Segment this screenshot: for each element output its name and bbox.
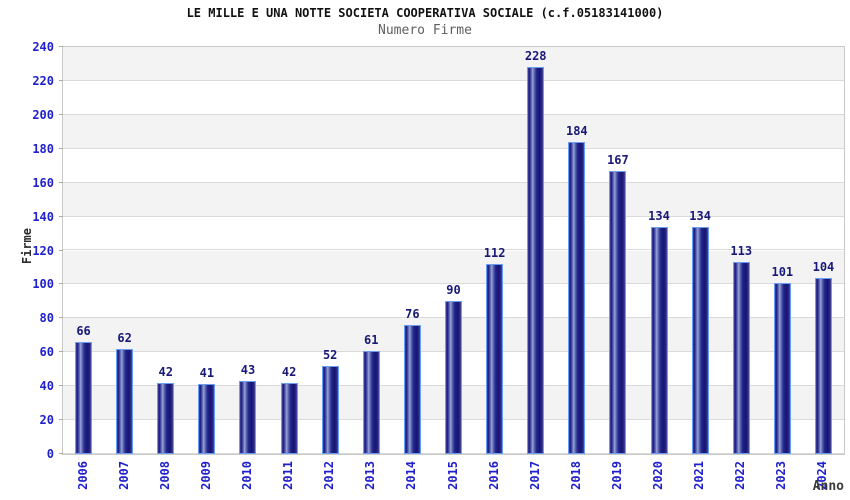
bar-value-label: 228 [524,49,547,64]
y-tick-label: 80 [39,311,54,326]
bar [527,67,545,454]
y-tick-mark [59,453,63,454]
plot-band [63,182,844,217]
x-axis-title: Anno [812,479,844,494]
bar [198,384,216,454]
bar [280,382,298,454]
chart-title: LE MILLE E UNA NOTTE SOCIETA COOPERATIVA… [186,6,664,20]
bar [239,381,257,454]
y-tick-mark [59,181,63,183]
y-tick-mark [59,46,63,47]
bar [814,277,832,454]
y-tick-label: 20 [39,413,54,428]
y-tick-label: 160 [32,175,54,190]
y-tick-mark [59,283,63,285]
x-tick-label: 2008 [157,461,172,490]
y-tick-label: 140 [32,209,54,224]
bar-value-label: 134 [689,208,711,223]
y-tick-mark [59,113,63,115]
plot-band [63,80,844,115]
y-tick-label: 180 [32,141,54,156]
x-tick-label: 2023 [774,461,789,490]
y-tick-label: 220 [32,73,54,88]
bar [157,382,175,454]
x-tick-label: 2016 [486,461,501,490]
bar [403,325,421,454]
chart-subtitle: Numero Firme [378,23,472,38]
x-tick-label: 2018 [568,461,583,490]
bar [116,348,134,454]
x-tick-label: 2019 [609,461,624,490]
bar [445,301,462,454]
x-tick-label: 2012 [322,461,337,490]
y-tick-mark [59,79,63,81]
bar [691,226,709,454]
x-tick-label: 2017 [527,461,542,490]
bar-value-label: 61 [364,332,379,347]
y-tick-label: 60 [39,345,54,360]
bar-value-label: 62 [117,330,132,345]
y-tick-label: 100 [32,277,54,292]
bar [75,342,93,454]
bar-value-label: 42 [158,364,173,379]
plot-band [63,47,844,81]
x-tick-label: 2022 [733,461,748,490]
x-tick-label: 2015 [445,461,460,490]
y-tick-mark [59,317,63,319]
bar-value-label: 101 [771,264,794,279]
bar-value-label: 42 [281,364,297,379]
bar [650,226,668,454]
bar-value-label: 76 [405,307,420,322]
bar [321,365,339,454]
bar-value-label: 66 [76,324,91,339]
y-tick-mark [59,351,63,353]
x-tick-label: 2009 [198,461,213,490]
bar-value-label: 113 [730,244,753,259]
x-tick-label: 2014 [404,461,419,490]
plot-band [63,148,844,183]
bar [568,141,586,454]
y-tick-mark [59,385,63,387]
x-tick-label: 2021 [692,461,707,490]
bar-value-label: 184 [565,123,588,138]
y-tick-label: 240 [32,40,54,54]
bar [486,264,504,454]
x-tick-label: 2010 [239,461,254,490]
plot-band [63,250,844,285]
x-tick-label: 2013 [363,461,378,490]
bar-value-label: 52 [322,347,338,362]
bar [732,262,750,454]
bar-value-label: 112 [483,246,506,261]
plot-band [63,114,844,149]
x-tick-label: 2020 [651,461,666,490]
y-tick-mark [59,215,63,217]
bar [362,350,380,454]
plot-area: 0 20 40 60 80 100 120 140 160 180 200 220 240 66 2006 6… [32,40,845,490]
bar [609,170,627,454]
bar-value-label: 167 [607,152,629,167]
bar-value-label: 134 [648,208,670,223]
y-tick-label: 200 [32,107,54,122]
x-tick-label: 2006 [75,461,90,490]
bar-value-label: 104 [812,259,835,274]
y-tick-label: 0 [46,447,54,461]
bar [773,282,791,454]
y-tick-label: 40 [39,379,54,394]
bar-value-label: 41 [199,366,215,381]
x-tick-label: 2007 [116,461,131,490]
y-tick-label: 120 [32,243,54,258]
y-tick-mark [59,147,63,149]
plot-band [63,216,844,251]
bar-value-label: 43 [240,363,256,378]
bar-value-label: 90 [446,283,461,298]
y-tick-mark [59,419,63,421]
x-tick-label: 2011 [281,461,296,490]
y-tick-mark [59,249,63,251]
